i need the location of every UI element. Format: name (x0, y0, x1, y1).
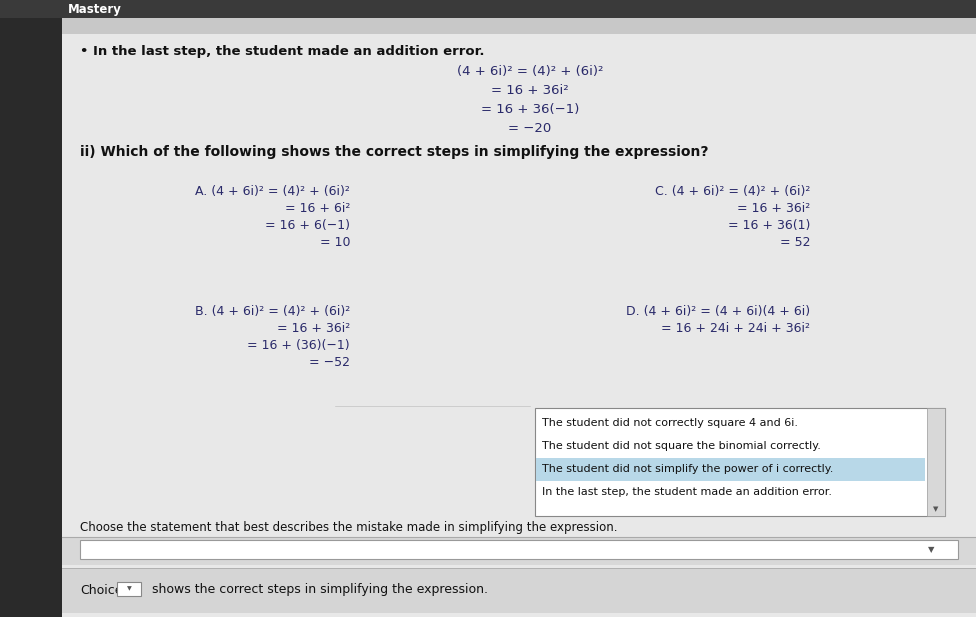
FancyBboxPatch shape (536, 458, 925, 481)
Text: The student did not simplify the power of i correctly.: The student did not simplify the power o… (542, 464, 834, 474)
Text: C. (4 + 6i)² = (4)² + (6i)²: C. (4 + 6i)² = (4)² + (6i)² (655, 186, 810, 199)
Text: ii) Which of the following shows the correct steps in simplifying the expression: ii) Which of the following shows the cor… (80, 145, 709, 159)
Text: = 16 + 36i²: = 16 + 36i² (277, 323, 350, 336)
FancyBboxPatch shape (62, 568, 976, 613)
Text: Choice: Choice (80, 584, 123, 597)
Text: The student did not square the binomial correctly.: The student did not square the binomial … (542, 441, 821, 451)
Text: = 16 + (36)(−1): = 16 + (36)(−1) (247, 339, 350, 352)
FancyBboxPatch shape (0, 0, 62, 617)
Text: ▼: ▼ (928, 545, 934, 555)
Text: = −52: = −52 (309, 357, 350, 370)
Text: = 16 + 6(−1): = 16 + 6(−1) (265, 220, 350, 233)
FancyBboxPatch shape (0, 0, 976, 18)
Text: = 16 + 36i²: = 16 + 36i² (491, 85, 569, 97)
FancyBboxPatch shape (62, 18, 976, 617)
FancyBboxPatch shape (927, 408, 945, 516)
Text: = 16 + 24i + 24i + 36i²: = 16 + 24i + 24i + 36i² (661, 323, 810, 336)
Text: Mastery: Mastery (68, 4, 122, 17)
Text: B. (4 + 6i)² = (4)² + (6i)²: B. (4 + 6i)² = (4)² + (6i)² (195, 305, 350, 318)
FancyBboxPatch shape (62, 18, 976, 34)
Text: In the last step, the student made an addition error.: In the last step, the student made an ad… (542, 487, 832, 497)
Text: = 16 + 36i²: = 16 + 36i² (737, 202, 810, 215)
Text: = −20: = −20 (508, 123, 551, 136)
Text: D. (4 + 6i)² = (4 + 6i)(4 + 6i): D. (4 + 6i)² = (4 + 6i)(4 + 6i) (626, 305, 810, 318)
Text: • In the last step, the student made an addition error.: • In the last step, the student made an … (80, 46, 484, 59)
Text: The student did not correctly square 4 and 6i.: The student did not correctly square 4 a… (542, 418, 798, 428)
Text: = 16 + 36(−1): = 16 + 36(−1) (481, 104, 579, 117)
Text: = 52: = 52 (780, 236, 810, 249)
Text: = 16 + 36(1): = 16 + 36(1) (728, 220, 810, 233)
Text: ▼: ▼ (933, 506, 939, 512)
Text: (4 + 6i)² = (4)² + (6i)²: (4 + 6i)² = (4)² + (6i)² (457, 65, 603, 78)
Text: = 10: = 10 (319, 236, 350, 249)
FancyBboxPatch shape (535, 408, 945, 516)
Text: ▼: ▼ (127, 587, 132, 592)
Text: shows the correct steps in simplifying the expression.: shows the correct steps in simplifying t… (144, 584, 488, 597)
FancyBboxPatch shape (117, 582, 141, 596)
Text: = 16 + 6i²: = 16 + 6i² (285, 202, 350, 215)
FancyBboxPatch shape (80, 540, 958, 559)
Text: Choose the statement that best describes the mistake made in simplifying the exp: Choose the statement that best describes… (80, 521, 618, 534)
FancyBboxPatch shape (62, 537, 976, 565)
Text: A. (4 + 6i)² = (4)² + (6i)²: A. (4 + 6i)² = (4)² + (6i)² (195, 186, 350, 199)
